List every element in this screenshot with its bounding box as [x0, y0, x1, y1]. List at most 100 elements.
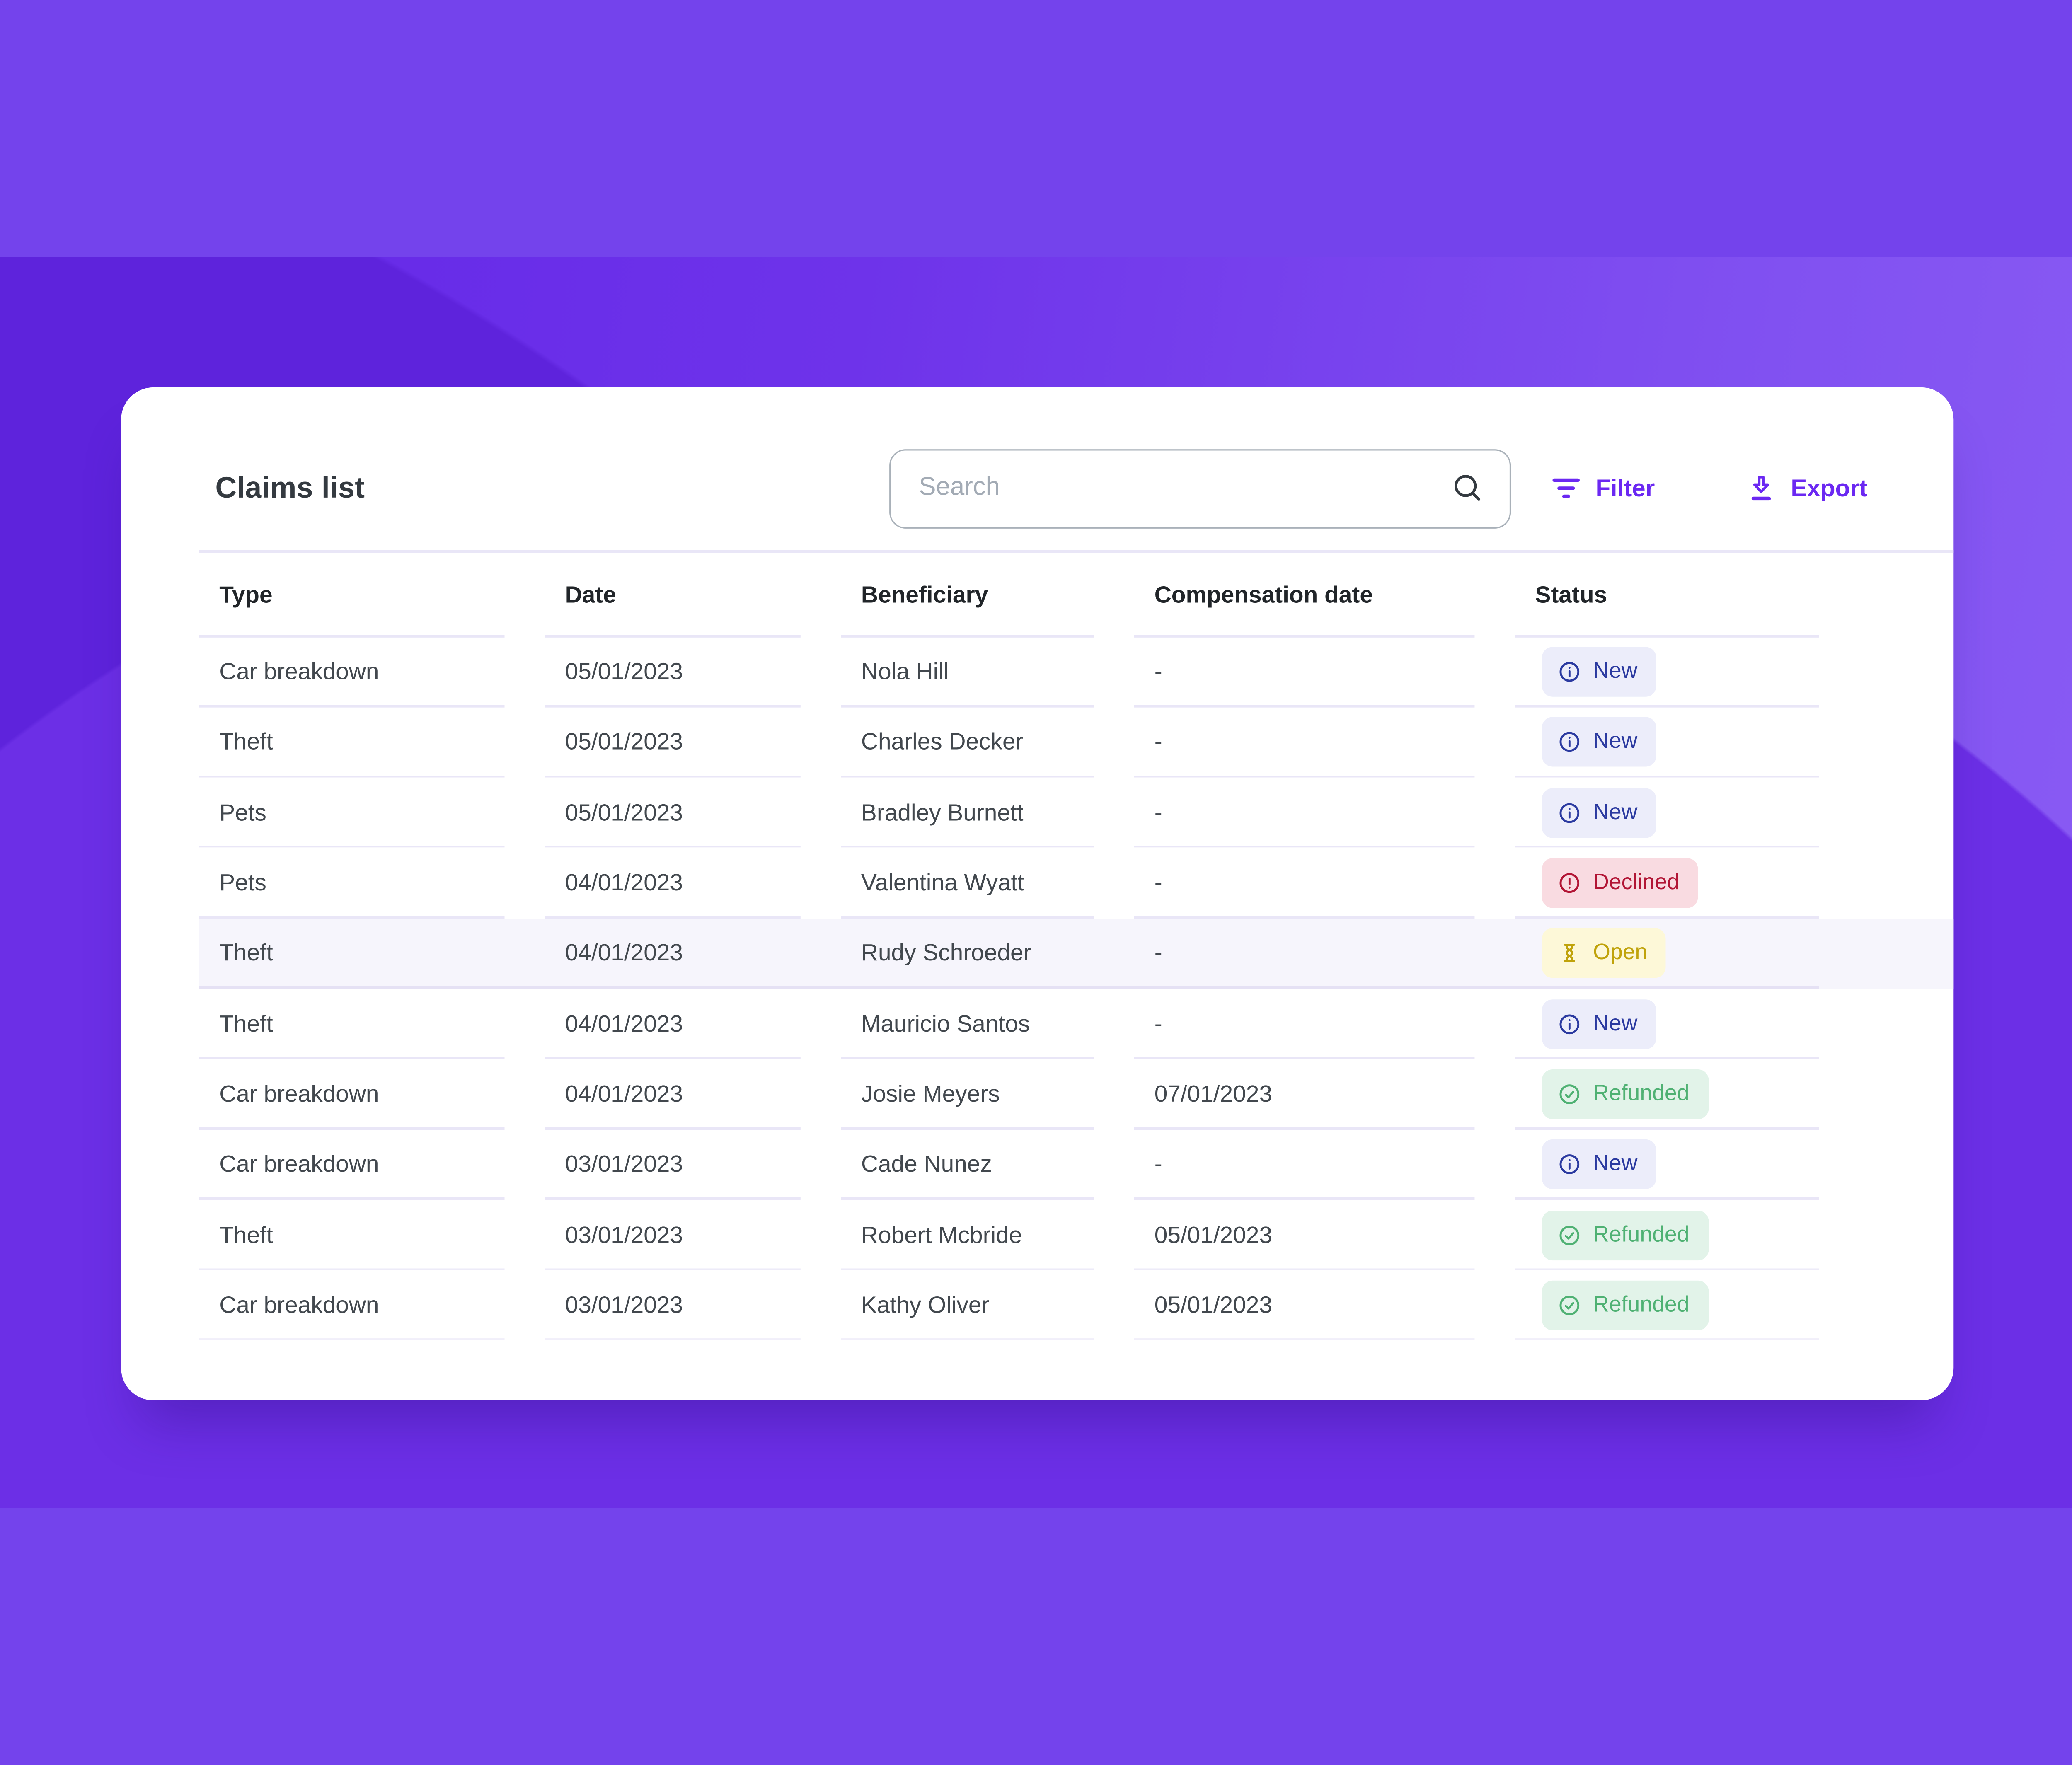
check-icon — [1558, 1083, 1581, 1106]
stage: Claims list Fil — [0, 257, 2072, 1508]
table-header: Type Date Beneficiary Compensation date … — [199, 552, 1954, 637]
cell-compensation-date: - — [1134, 1129, 1515, 1200]
cell-status: New — [1515, 707, 1953, 779]
status-badge: New — [1542, 647, 1656, 697]
status-badge: New — [1542, 1139, 1656, 1190]
cell-compensation-date: - — [1134, 989, 1515, 1060]
cell-compensation-date: - — [1134, 778, 1515, 849]
cell-beneficiary: Valentina Wyatt — [841, 848, 1134, 919]
cell-date: 04/01/2023 — [545, 1059, 841, 1130]
cell-type: Car breakdown — [199, 637, 545, 708]
cell-date: 04/01/2023 — [545, 918, 841, 989]
status-badge: New — [1542, 788, 1656, 838]
column-header-compensation-date: Compensation date — [1134, 552, 1515, 637]
column-header-date: Date — [545, 552, 841, 637]
filter-button[interactable]: Filter — [1547, 464, 1658, 513]
cell-beneficiary: Rudy Schroeder — [841, 918, 1135, 989]
info-icon — [1558, 661, 1581, 684]
cell-status: Refunded — [1515, 1270, 1953, 1341]
cell-type: Theft — [199, 918, 545, 989]
cell-status: Refunded — [1515, 1059, 1953, 1130]
info-icon — [1558, 801, 1581, 824]
cell-beneficiary: Mauricio Santos — [841, 989, 1134, 1060]
cell-status: New — [1515, 989, 1953, 1060]
cell-date: 03/01/2023 — [545, 1129, 841, 1200]
status-badge: Refunded — [1542, 1069, 1708, 1119]
table-row[interactable]: Pets 05/01/2023 Bradley Burnett - New — [199, 778, 1954, 849]
cell-compensation-date: 07/01/2023 — [1134, 1059, 1515, 1130]
cell-compensation-date: - — [1134, 707, 1515, 779]
cell-compensation-date: - — [1134, 637, 1515, 708]
table-row[interactable]: Car breakdown 04/01/2023 Josie Meyers 07… — [199, 1059, 1954, 1130]
status-badge: New — [1542, 999, 1656, 1049]
table-row[interactable]: Car breakdown 03/01/2023 Cade Nunez - Ne… — [199, 1129, 1954, 1200]
cell-type: Pets — [199, 778, 545, 849]
info-icon — [1558, 1013, 1581, 1035]
cell-type: Car breakdown — [199, 1059, 545, 1130]
table-row[interactable]: Theft 05/01/2023 Charles Decker - New — [199, 707, 1954, 779]
status-badge: Refunded — [1542, 1210, 1708, 1260]
info-icon — [1558, 1153, 1581, 1176]
cell-type: Theft — [199, 989, 545, 1060]
cell-beneficiary: Bradley Burnett — [841, 778, 1134, 849]
search-input[interactable] — [889, 448, 1511, 528]
table-row[interactable]: Pets 04/01/2023 Valentina Wyatt - Declin… — [199, 848, 1954, 919]
table-row[interactable]: Car breakdown 05/01/2023 Nola Hill - New — [199, 637, 1954, 708]
cell-status: New — [1515, 637, 1953, 708]
cell-date: 05/01/2023 — [545, 707, 841, 779]
column-header-status: Status — [1515, 552, 1953, 637]
cell-date: 03/01/2023 — [545, 1270, 841, 1341]
cell-compensation-date: 05/01/2023 — [1134, 1200, 1515, 1271]
cell-date: 05/01/2023 — [545, 778, 841, 849]
table-row[interactable]: Car breakdown 03/01/2023 Kathy Oliver 05… — [199, 1270, 1954, 1341]
download-icon — [1745, 472, 1777, 505]
check-icon — [1558, 1223, 1581, 1246]
table-body: Car breakdown 05/01/2023 Nola Hill - New… — [199, 637, 1954, 1341]
export-button[interactable]: Export — [1742, 464, 1870, 513]
cell-date: 04/01/2023 — [545, 848, 841, 919]
page-title: Claims list — [215, 471, 365, 505]
cell-status: New — [1515, 778, 1953, 849]
cell-beneficiary: Charles Decker — [841, 707, 1134, 779]
status-badge: Declined — [1542, 858, 1699, 908]
cell-status: Refunded — [1515, 1200, 1953, 1271]
cell-type: Car breakdown — [199, 1129, 545, 1200]
info-icon — [1558, 731, 1581, 754]
claims-table: Type Date Beneficiary Compensation date … — [199, 552, 1954, 1341]
alert-icon — [1558, 872, 1581, 895]
cell-beneficiary: Nola Hill — [841, 637, 1134, 708]
status-badge: Refunded — [1542, 1280, 1708, 1330]
filter-icon — [1550, 472, 1582, 505]
status-badge: Open — [1542, 928, 1666, 979]
cell-beneficiary: Kathy Oliver — [841, 1270, 1134, 1341]
cell-date: 05/01/2023 — [545, 637, 841, 708]
cell-date: 04/01/2023 — [545, 989, 841, 1060]
toolbar: Claims list Fil — [199, 387, 1954, 550]
search-field — [889, 448, 1511, 528]
cell-beneficiary: Cade Nunez — [841, 1129, 1134, 1200]
check-icon — [1558, 1294, 1581, 1317]
cell-type: Car breakdown — [199, 1270, 545, 1341]
cell-status: Declined — [1515, 848, 1953, 919]
cell-compensation-date: - — [1134, 848, 1515, 919]
table-row[interactable]: Theft 03/01/2023 Robert Mcbride 05/01/20… — [199, 1200, 1954, 1271]
cell-beneficiary: Josie Meyers — [841, 1059, 1134, 1130]
cell-status: New — [1515, 1129, 1953, 1200]
cell-date: 03/01/2023 — [545, 1200, 841, 1271]
claims-card: Claims list Fil — [121, 387, 1954, 1400]
table-row[interactable]: Theft 04/01/2023 Rudy Schroeder - Open — [199, 918, 1954, 989]
cell-type: Theft — [199, 1200, 545, 1271]
column-header-beneficiary: Beneficiary — [841, 552, 1134, 637]
export-label: Export — [1791, 474, 1868, 501]
table-row[interactable]: Theft 04/01/2023 Mauricio Santos - New — [199, 989, 1954, 1060]
cell-compensation-date: 05/01/2023 — [1134, 1270, 1515, 1341]
cell-beneficiary: Robert Mcbride — [841, 1200, 1134, 1271]
cell-status: Open — [1515, 918, 1954, 989]
hourglass-icon — [1558, 942, 1581, 965]
column-header-type: Type — [199, 552, 545, 637]
cell-type: Theft — [199, 707, 545, 779]
cell-type: Pets — [199, 848, 545, 919]
status-badge: New — [1542, 718, 1656, 768]
toolbar-divider — [199, 550, 1954, 552]
filter-label: Filter — [1595, 474, 1655, 501]
